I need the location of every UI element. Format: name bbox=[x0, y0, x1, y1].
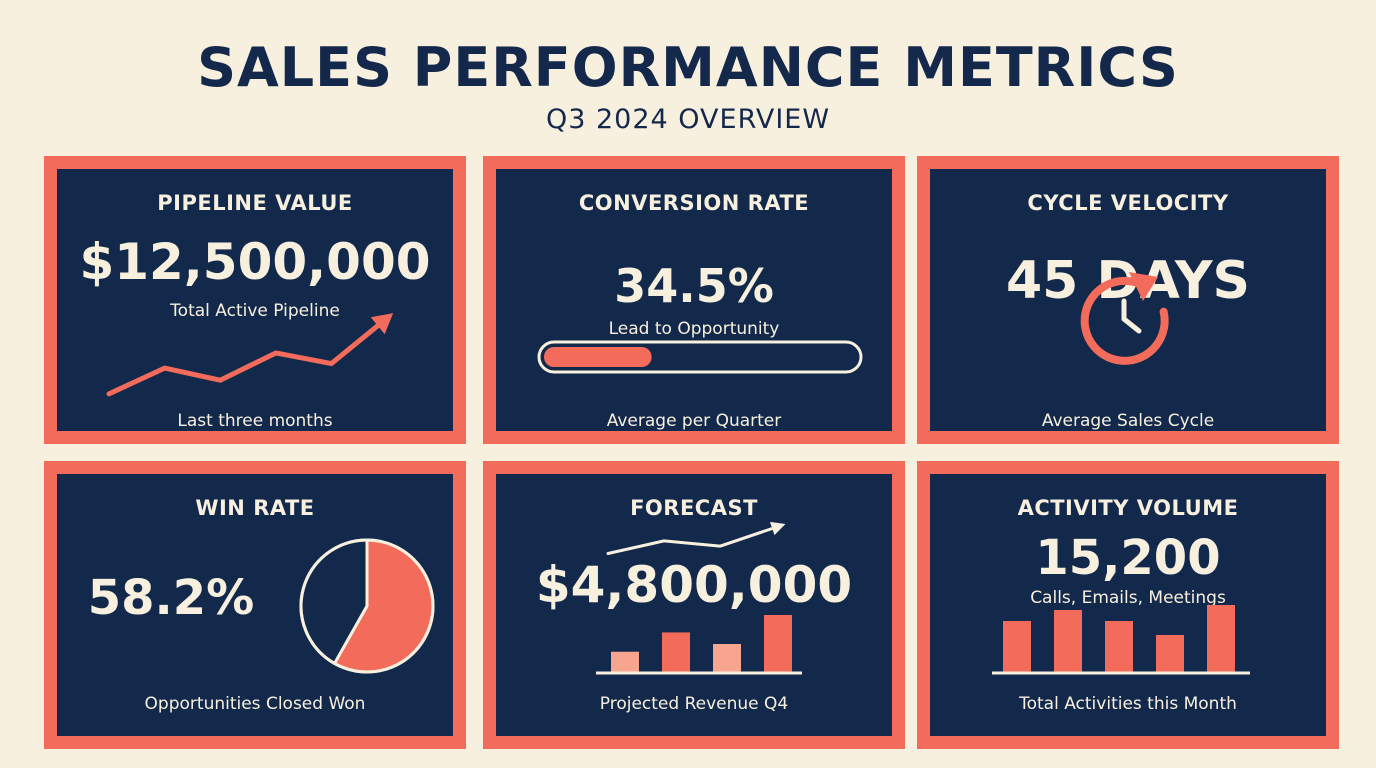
progress-track bbox=[537, 340, 863, 374]
activity-bar-4 bbox=[1207, 605, 1235, 673]
pipeline-arrow-head bbox=[370, 313, 394, 335]
clock-arrow-head bbox=[1129, 272, 1158, 301]
conversion-value: 34.5% bbox=[614, 259, 774, 313]
conversion-card-title: CONVERSION RATE bbox=[578, 191, 810, 215]
pipeline-card: PIPELINE VALUE $12,500,000 Total Active … bbox=[44, 156, 466, 444]
win-rate-pie bbox=[299, 538, 435, 674]
progress-fill bbox=[544, 347, 652, 367]
forecast-bar-0 bbox=[611, 651, 639, 673]
win-value: 58.2% bbox=[87, 570, 255, 626]
forecast-footer: Projected Revenue Q4 bbox=[599, 694, 789, 714]
forecast-bar-1 bbox=[662, 632, 690, 673]
win-footer: Opportunities Closed Won bbox=[144, 694, 366, 714]
pipeline-trend-line bbox=[106, 315, 390, 397]
pipeline-card-title: PIPELINE VALUE bbox=[157, 191, 353, 215]
activity-bar-0 bbox=[1003, 621, 1031, 673]
forecast-card: FORECAST $4,800,000 Projected Revenue Q4 bbox=[483, 461, 905, 749]
cycle-footer: Average Sales Cycle bbox=[1041, 411, 1215, 431]
activity-bar-1 bbox=[1054, 610, 1082, 673]
clock-arc bbox=[1080, 276, 1169, 365]
activity-caption: Calls, Emails, Meetings bbox=[1030, 588, 1226, 608]
dashboard-subtitle: Q3 2024 OVERVIEW bbox=[545, 104, 831, 135]
forecast-bar-2 bbox=[713, 644, 741, 673]
activity-footer: Total Activities this Month bbox=[1019, 694, 1237, 714]
conversion-progress-bar bbox=[537, 340, 863, 374]
pipeline-value: $12,500,000 bbox=[79, 233, 431, 291]
activity-value: 15,200 bbox=[1035, 530, 1221, 586]
cycle-card-title: CYCLE VELOCITY bbox=[1027, 191, 1229, 215]
win-card-title: WIN RATE bbox=[195, 496, 315, 520]
forecast-chart bbox=[596, 521, 802, 675]
win-card: WIN RATE 58.2% Opportunities Closed Won bbox=[44, 461, 466, 749]
activity-bar-2 bbox=[1105, 621, 1133, 673]
pipeline-caption: Total Active Pipeline bbox=[170, 301, 340, 321]
forecast-bar-3 bbox=[764, 615, 792, 673]
forecast-card-title: FORECAST bbox=[630, 496, 758, 520]
clock-hand-minute bbox=[1121, 316, 1142, 334]
conversion-card: CONVERSION RATE 34.5% Lead to Opportunit… bbox=[483, 156, 905, 444]
cycle-card: CYCLE VELOCITY 45 DAYS Average Sales Cyc… bbox=[917, 156, 1339, 444]
activity-card-title: ACTIVITY VOLUME bbox=[1017, 496, 1239, 520]
activity-bar-3 bbox=[1156, 635, 1184, 673]
conversion-footer: Average per Quarter bbox=[606, 411, 782, 431]
forecast-trend-line bbox=[606, 525, 778, 555]
conversion-caption: Lead to Opportunity bbox=[608, 319, 780, 339]
clock-refresh-icon bbox=[1080, 272, 1169, 365]
forecast-value: $4,800,000 bbox=[535, 556, 853, 614]
activity-bar-chart bbox=[992, 605, 1250, 675]
pipeline-footer: Last three months bbox=[177, 411, 333, 431]
pie-outline bbox=[299, 538, 435, 674]
dashboard-title: SALES PERFORMANCE METRICS bbox=[197, 36, 1179, 99]
pipeline-trend-chart bbox=[106, 313, 394, 397]
forecast-arrow-head bbox=[769, 521, 786, 536]
activity-card: ACTIVITY VOLUME 15,200 Calls, Emails, Me… bbox=[917, 461, 1339, 749]
